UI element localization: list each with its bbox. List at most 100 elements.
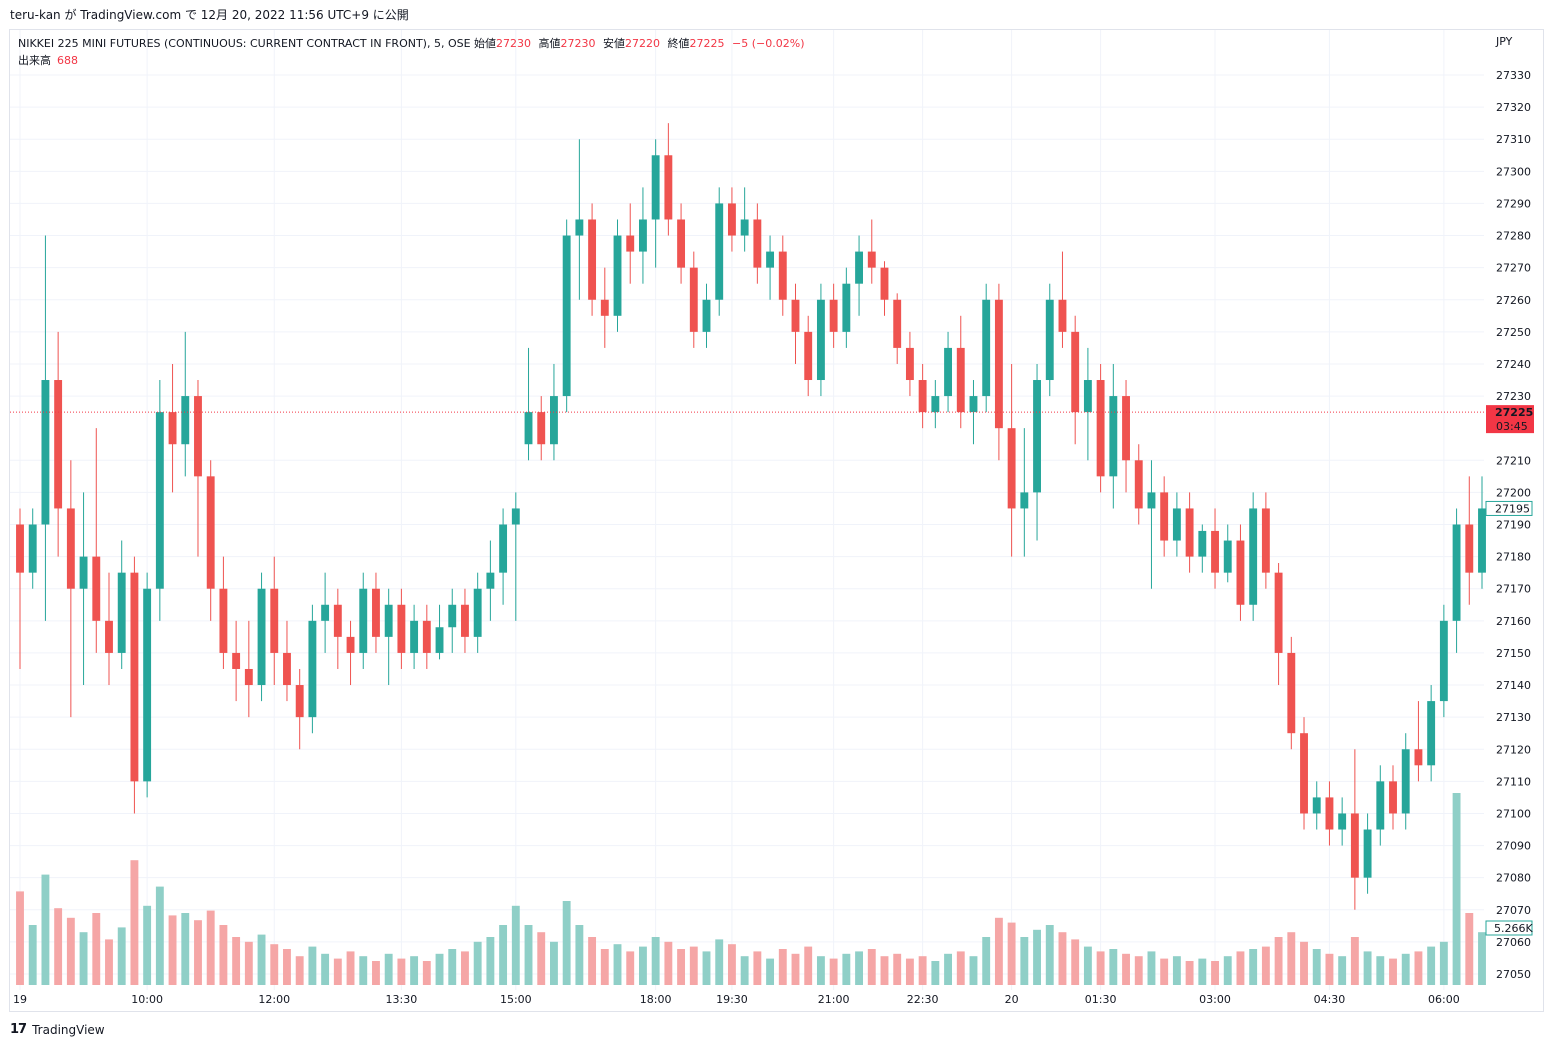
candle[interactable] bbox=[829, 283, 838, 348]
candle[interactable] bbox=[588, 203, 597, 316]
candle[interactable] bbox=[791, 283, 800, 364]
candle[interactable] bbox=[1045, 283, 1054, 397]
candle[interactable] bbox=[435, 604, 444, 660]
candle[interactable] bbox=[143, 572, 152, 798]
candle[interactable] bbox=[1350, 749, 1359, 910]
candle[interactable] bbox=[54, 331, 63, 557]
candle[interactable] bbox=[893, 293, 902, 364]
candle[interactable] bbox=[244, 620, 253, 718]
candle[interactable] bbox=[397, 588, 406, 669]
candle[interactable] bbox=[651, 139, 660, 268]
candles[interactable] bbox=[16, 123, 1486, 910]
candle[interactable] bbox=[1058, 251, 1067, 348]
candle[interactable] bbox=[931, 380, 940, 429]
candle[interactable] bbox=[1401, 733, 1410, 830]
candle[interactable] bbox=[461, 588, 469, 653]
candle[interactable] bbox=[1083, 347, 1092, 461]
candle[interactable] bbox=[511, 492, 520, 621]
candle[interactable] bbox=[1427, 685, 1436, 782]
candle[interactable] bbox=[1287, 636, 1296, 750]
candle[interactable] bbox=[1261, 492, 1270, 589]
candle[interactable] bbox=[270, 556, 279, 686]
candle[interactable] bbox=[1172, 492, 1181, 557]
candle[interactable] bbox=[372, 572, 380, 653]
candle[interactable] bbox=[206, 460, 215, 621]
candle[interactable] bbox=[92, 428, 101, 653]
candle[interactable] bbox=[1071, 315, 1080, 445]
candle[interactable] bbox=[1338, 797, 1347, 846]
candle[interactable] bbox=[1325, 781, 1334, 846]
price-axis[interactable]: 27050 27060 27070 27080 27090 27100 27110 27120… bbox=[1496, 69, 1531, 981]
candle[interactable] bbox=[1478, 476, 1486, 589]
candle[interactable] bbox=[219, 556, 228, 669]
candle[interactable] bbox=[1096, 363, 1105, 493]
candle[interactable] bbox=[1033, 363, 1041, 541]
candle[interactable] bbox=[473, 572, 482, 653]
footer-brand[interactable]: 17 TradingView bbox=[10, 1022, 105, 1037]
candle[interactable] bbox=[321, 572, 330, 653]
candle[interactable] bbox=[16, 508, 24, 669]
candle[interactable] bbox=[1020, 428, 1029, 557]
candle[interactable] bbox=[1363, 813, 1372, 894]
candle[interactable] bbox=[1160, 476, 1169, 557]
candle[interactable] bbox=[600, 267, 609, 348]
candle[interactable] bbox=[155, 380, 164, 621]
candle[interactable] bbox=[181, 331, 190, 477]
candle[interactable] bbox=[778, 235, 787, 316]
candle[interactable] bbox=[1465, 476, 1474, 605]
candle[interactable] bbox=[117, 540, 126, 669]
candle[interactable] bbox=[524, 347, 533, 461]
candle[interactable] bbox=[1211, 508, 1219, 589]
candle[interactable] bbox=[28, 508, 37, 589]
candle[interactable] bbox=[740, 187, 749, 252]
candle[interactable] bbox=[499, 508, 508, 605]
candle[interactable] bbox=[1376, 765, 1385, 846]
candle[interactable] bbox=[715, 187, 724, 316]
candle[interactable] bbox=[1300, 717, 1308, 830]
candle[interactable] bbox=[537, 396, 546, 461]
candle[interactable] bbox=[1134, 444, 1143, 525]
candle[interactable] bbox=[79, 492, 88, 686]
candle[interactable] bbox=[283, 620, 291, 702]
candle[interactable] bbox=[994, 283, 1003, 461]
candle[interactable] bbox=[855, 235, 864, 316]
candle[interactable] bbox=[575, 139, 584, 300]
candle[interactable] bbox=[1414, 701, 1423, 782]
candle[interactable] bbox=[1439, 604, 1448, 718]
candle[interactable] bbox=[422, 604, 431, 669]
candle[interactable] bbox=[664, 123, 673, 236]
candle[interactable] bbox=[1185, 492, 1194, 573]
candle[interactable] bbox=[486, 540, 495, 621]
candle[interactable] bbox=[689, 251, 698, 348]
candle[interactable] bbox=[562, 219, 571, 413]
candle[interactable] bbox=[1109, 363, 1118, 509]
candle[interactable] bbox=[359, 572, 368, 669]
candle[interactable] bbox=[1007, 363, 1016, 557]
candle[interactable] bbox=[766, 235, 775, 300]
candle[interactable] bbox=[232, 620, 241, 702]
candle[interactable] bbox=[677, 203, 686, 284]
candle[interactable] bbox=[638, 187, 647, 284]
candle[interactable] bbox=[702, 283, 711, 348]
candle[interactable] bbox=[346, 620, 355, 686]
candle[interactable] bbox=[727, 187, 736, 252]
candle[interactable] bbox=[257, 572, 266, 702]
time-axis[interactable]: 19 10:00 12:00 13:30 15:00 18:00 19:30 21:00 22:… bbox=[13, 993, 1460, 1006]
candle[interactable] bbox=[1452, 508, 1461, 653]
candle[interactable] bbox=[41, 235, 50, 621]
candle[interactable] bbox=[168, 363, 177, 493]
candle[interactable] bbox=[1389, 765, 1397, 830]
candle[interactable] bbox=[1274, 563, 1283, 686]
candle[interactable] bbox=[333, 588, 342, 669]
candle[interactable] bbox=[842, 267, 851, 348]
candle[interactable] bbox=[105, 572, 113, 686]
candle[interactable] bbox=[1198, 524, 1207, 573]
candle[interactable] bbox=[626, 203, 635, 284]
candle[interactable] bbox=[410, 604, 419, 669]
candle[interactable] bbox=[1122, 380, 1130, 493]
candle[interactable] bbox=[918, 363, 927, 429]
candle[interactable] bbox=[1223, 524, 1232, 583]
candle[interactable] bbox=[867, 219, 876, 284]
candle[interactable] bbox=[956, 315, 965, 429]
candle[interactable] bbox=[130, 556, 139, 814]
